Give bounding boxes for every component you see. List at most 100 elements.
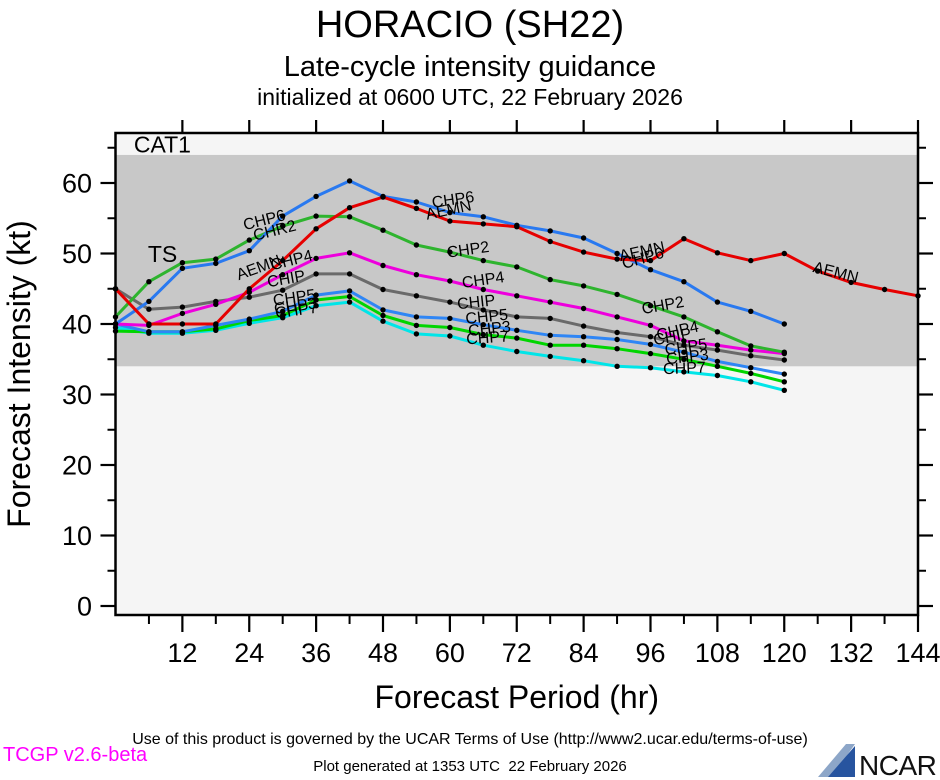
y-tick-label: 60 <box>62 169 92 199</box>
data-point-chp3 <box>514 335 520 341</box>
data-point-chp4 <box>514 293 520 299</box>
data-point-chp2 <box>447 249 453 255</box>
x-tick-label: 60 <box>435 638 465 668</box>
data-point-chp5 <box>313 292 319 298</box>
data-point-chp6 <box>413 199 420 205</box>
data-point-chip <box>714 347 721 353</box>
data-point-chp2 <box>614 291 620 298</box>
data-point-chp3 <box>346 293 353 300</box>
chart-subtitle: Late-cycle intensity guidance <box>283 50 657 83</box>
data-point-aemn <box>815 268 821 274</box>
plot-frame <box>114 131 920 617</box>
data-point-chp7 <box>781 387 787 393</box>
data-point-chp2 <box>112 314 119 320</box>
data-point-chip <box>748 353 754 359</box>
intensity-guidance-chart: 12 24 36 48 60 72 84 96 108 120 132 144 0 10 20 30 40 50 6… <box>1 120 940 715</box>
x-tick-label: 12 <box>167 638 197 668</box>
data-point-aemn <box>514 224 520 230</box>
data-point-chp2 <box>547 276 553 283</box>
init-time-line: initialized at 0600 UTC, 22 February 202… <box>257 84 683 111</box>
line-label-chp2: CHP2 <box>446 239 491 262</box>
data-point-chp3 <box>647 350 654 357</box>
data-point-chp2 <box>179 260 186 266</box>
ncar-logo: NCAR <box>818 744 937 778</box>
data-point-aemn <box>413 205 420 212</box>
line-label-chip: CHIP <box>456 292 496 313</box>
line-label-chp3: CHP3 <box>665 347 709 368</box>
data-point-aemn <box>246 286 252 292</box>
x-tick-label: 36 <box>301 638 331 668</box>
data-point-aemn <box>881 286 888 293</box>
data-point-chp4 <box>480 286 486 293</box>
data-point-chp4 <box>547 299 553 305</box>
line-label-chip: CHIP <box>652 326 693 349</box>
y-tick-label: 50 <box>62 239 92 269</box>
data-point-aemn <box>647 257 654 264</box>
line-label-chip: CHIP <box>266 268 307 291</box>
data-point-chp7 <box>346 299 353 305</box>
data-point-chp5 <box>413 314 420 320</box>
y-tick-label: 40 <box>62 310 92 340</box>
data-point-chp7 <box>748 379 754 385</box>
data-point-chp3 <box>748 370 754 377</box>
data-point-chip <box>681 342 687 348</box>
data-point-chp6 <box>213 260 219 267</box>
data-point-chip <box>346 271 353 277</box>
data-point-chp2 <box>346 214 353 220</box>
data-point-chp6 <box>547 228 553 234</box>
storm-title: HORACIO (SH22) <box>315 4 625 46</box>
data-point-aemn <box>580 249 587 255</box>
x-tick-label: 24 <box>234 638 264 668</box>
line-label-chp7: CHP7 <box>663 360 706 378</box>
data-point-chp6 <box>313 193 319 200</box>
data-point-chp3 <box>681 356 687 362</box>
line-label-chp3: CHP3 <box>467 319 511 340</box>
line-label-chp3: CHP3 <box>273 295 318 318</box>
data-point-chp4 <box>313 255 319 262</box>
band-label-ts: TS <box>148 241 177 267</box>
data-point-chp6 <box>280 213 286 219</box>
data-point-chip <box>413 293 420 299</box>
terms-of-use-line: Use of this product is governed by the U… <box>132 731 808 748</box>
data-point-chp6 <box>346 178 353 184</box>
band-label-cat1: CAT1 <box>134 132 191 158</box>
data-point-chp7 <box>647 365 654 371</box>
data-point-chp6 <box>146 298 152 305</box>
generated-timestamp: Plot generated at 1353 UTC 22 February 2… <box>313 758 627 775</box>
data-point-chp2 <box>380 227 386 233</box>
data-point-chp4 <box>580 305 587 312</box>
data-point-chp2 <box>580 283 587 289</box>
data-point-chp7 <box>313 303 319 309</box>
data-point-chp2 <box>313 213 319 219</box>
version-label: TCGP v2.6-beta <box>3 744 148 766</box>
data-point-chp3 <box>614 346 620 352</box>
data-point-aemn <box>213 321 219 327</box>
data-point-chp5 <box>447 315 453 322</box>
data-point-chp3 <box>714 363 721 369</box>
data-point-chip <box>146 306 152 312</box>
data-point-chp4 <box>413 272 420 278</box>
data-point-chp2 <box>748 343 754 349</box>
data-point-chp4 <box>647 322 654 329</box>
data-point-chip <box>246 294 252 300</box>
data-point-chp6 <box>179 265 186 271</box>
data-point-chp4 <box>380 262 386 269</box>
y-tick-label: 0 <box>77 592 92 622</box>
y-tick-label: 30 <box>62 380 92 410</box>
data-point-chp3 <box>580 342 587 348</box>
data-point-chp5 <box>514 327 520 333</box>
ncar-logo-text: NCAR <box>859 750 936 778</box>
data-point-aemn <box>848 279 854 286</box>
data-point-chp5 <box>246 316 252 322</box>
data-point-chp7 <box>681 369 687 375</box>
data-point-chp4 <box>681 338 687 344</box>
y-tick-label: 10 <box>62 521 92 551</box>
data-point-chp6 <box>246 248 252 254</box>
data-point-chp3 <box>480 331 486 338</box>
category-band-cat1 <box>115 133 918 155</box>
data-point-chp5 <box>146 329 152 335</box>
data-point-chp2 <box>213 256 219 262</box>
ncar-logo-triangle <box>828 746 855 777</box>
data-point-chp3 <box>313 297 319 303</box>
data-point-chp3 <box>447 324 453 331</box>
